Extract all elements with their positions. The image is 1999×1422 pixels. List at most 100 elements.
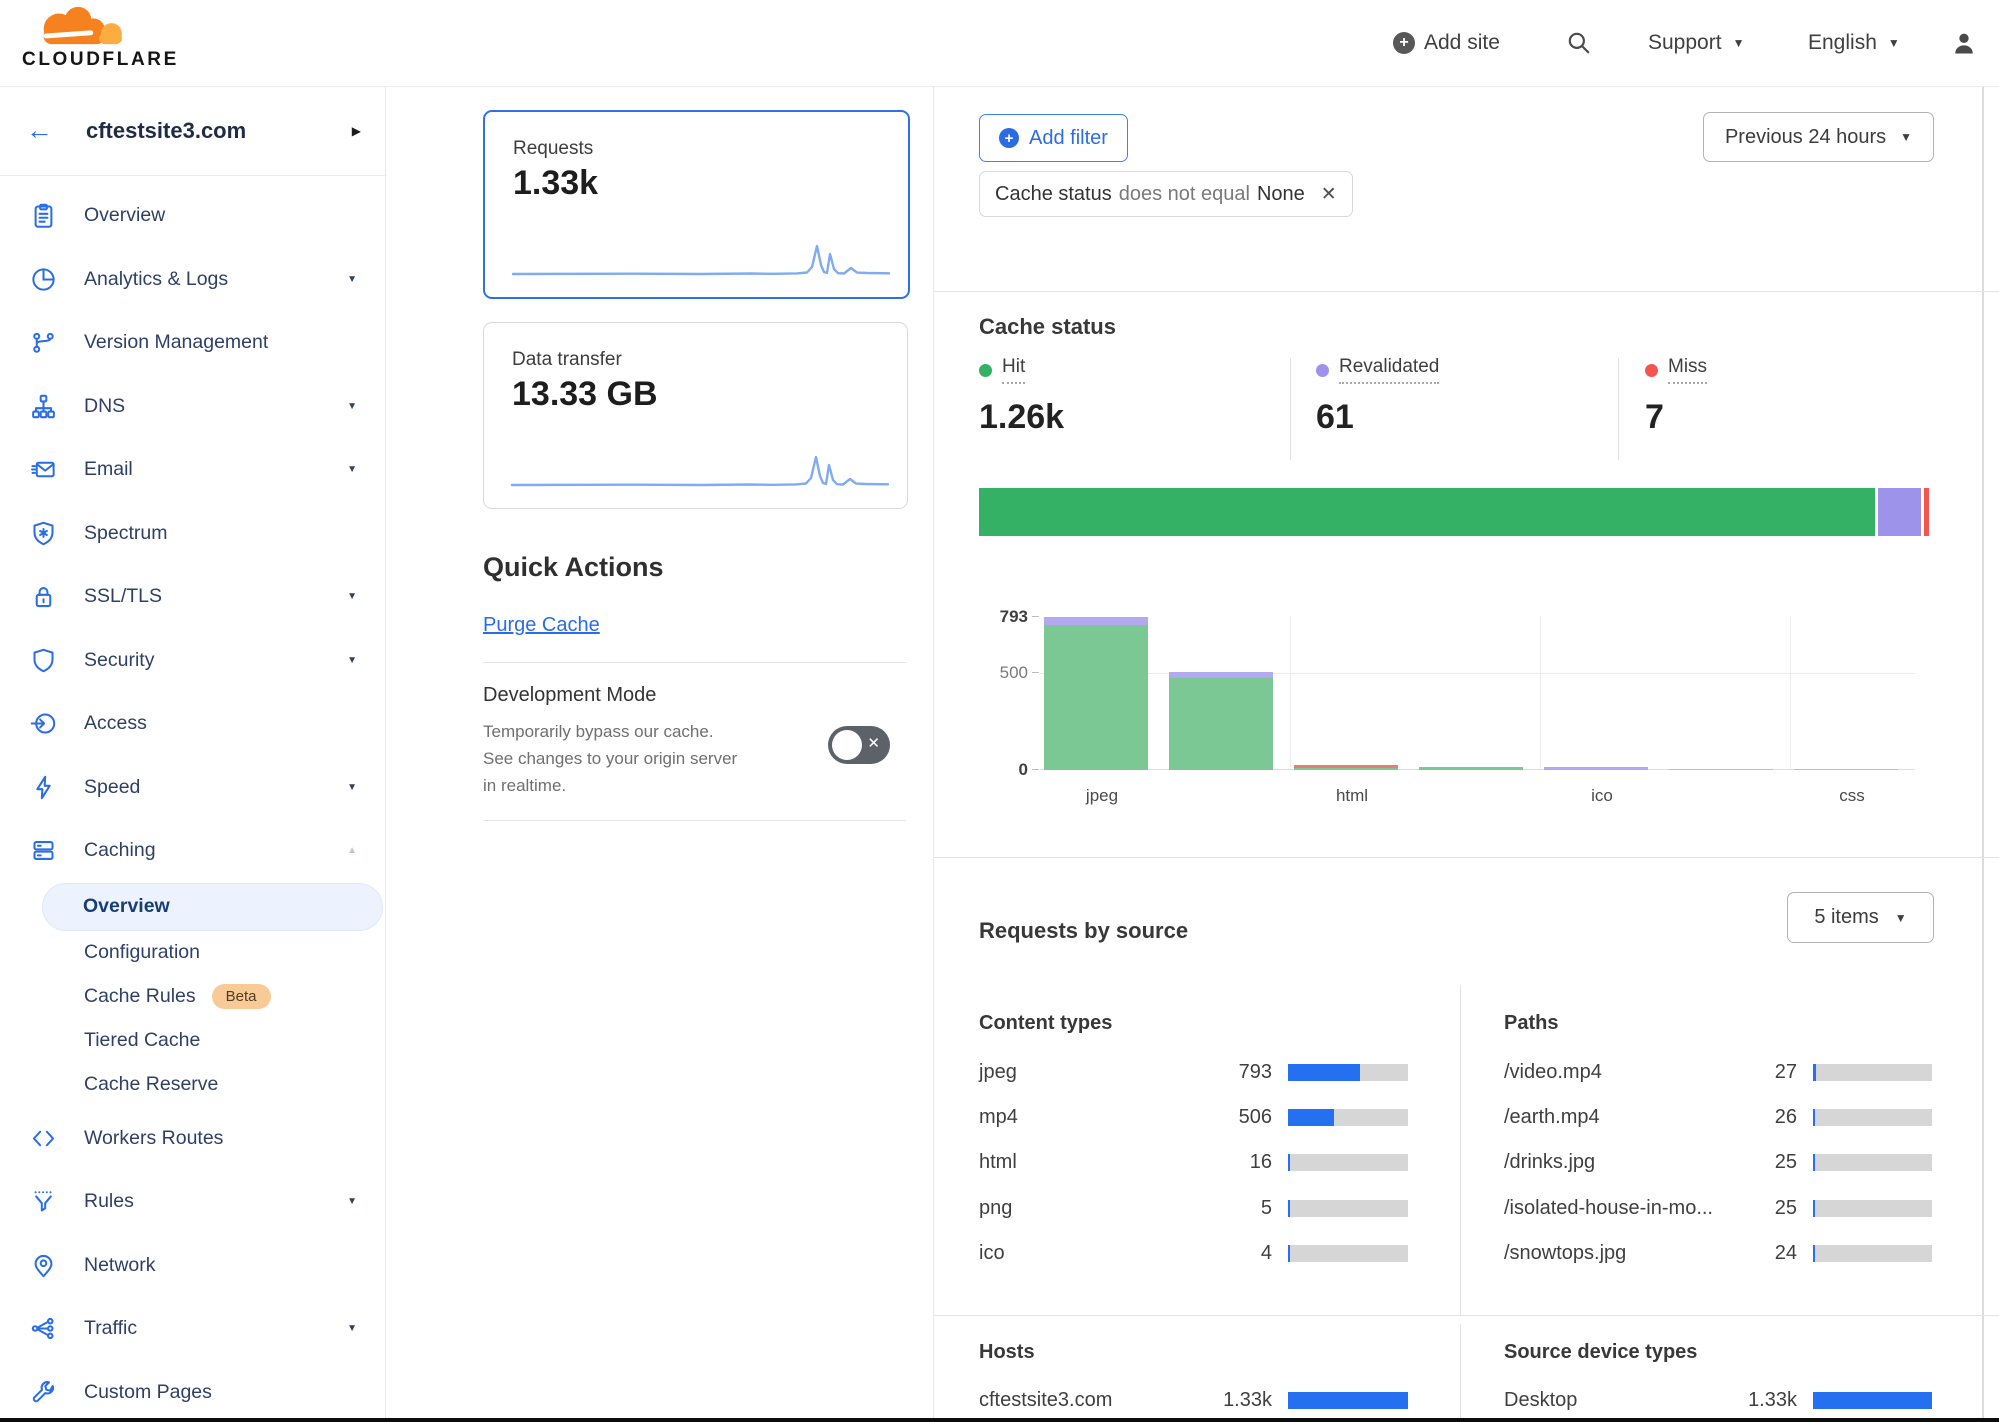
- sidebar-item-traffic[interactable]: Traffic ▼: [0, 1297, 385, 1361]
- progress-fill: [1288, 1200, 1290, 1217]
- add-filter-button[interactable]: + Add filter: [979, 114, 1128, 162]
- stat-revalidated: Revalidated 61: [1316, 356, 1440, 437]
- divider: [1290, 358, 1291, 460]
- gridline: [1290, 616, 1291, 770]
- progress-fill: [1813, 1392, 1932, 1409]
- items-count-dropdown[interactable]: 5 items ▼: [1787, 892, 1934, 943]
- requests-metric-card[interactable]: Requests 1.33k: [483, 110, 910, 299]
- progress-track: [1813, 1154, 1932, 1171]
- sidebar-item-security[interactable]: Security ▼: [0, 629, 385, 693]
- sidebar-item-workers-routes[interactable]: Workers Routes: [0, 1107, 385, 1171]
- bar-jpeg[interactable]: [1044, 617, 1148, 770]
- chevron-down-icon: ▼: [347, 781, 357, 793]
- cloudflare-logo[interactable]: CLOUDFLARE: [20, 4, 210, 71]
- progress-track: [1813, 1245, 1932, 1262]
- bar-other[interactable]: [1669, 769, 1773, 770]
- sidebar-item-access[interactable]: Access: [0, 692, 385, 756]
- bar-ico[interactable]: [1544, 767, 1648, 770]
- miss-legend-dot: [1645, 363, 1658, 377]
- sidebar-item-tiered-cache[interactable]: Tiered Cache: [84, 1029, 201, 1051]
- sidebar-item-cache-rules[interactable]: Cache Rules Beta: [0, 975, 385, 1019]
- progress-track: [1813, 1200, 1932, 1217]
- sidebar-item-analytics-logs[interactable]: Analytics & Logs ▼: [0, 248, 385, 312]
- account-menu[interactable]: [1950, 0, 1978, 86]
- bar-html[interactable]: [1294, 765, 1398, 770]
- sidebar-item-ssl-tls[interactable]: SSL/TLS ▼: [0, 565, 385, 629]
- paths-heading: Paths: [1504, 1012, 1559, 1034]
- sidebar-item-configuration[interactable]: Configuration: [84, 941, 200, 963]
- chevron-down-icon: ▼: [1900, 130, 1913, 144]
- sidebar-item-cache-reserve[interactable]: Cache Reserve: [84, 1073, 219, 1095]
- sidebar-item-caching-overview[interactable]: Overview: [42, 882, 383, 931]
- divider: [934, 1315, 1999, 1316]
- table-row[interactable]: /video.mp4 27: [1504, 1061, 1934, 1085]
- sidebar-item-custom-pages[interactable]: Custom Pages: [0, 1361, 385, 1422]
- screen-edge: [0, 1418, 1999, 1422]
- table-row[interactable]: html 16: [979, 1151, 1409, 1175]
- table-row[interactable]: png 5: [979, 1197, 1409, 1221]
- support-menu[interactable]: Support ▼: [1648, 31, 1745, 54]
- filter-chip-cache-status[interactable]: Cache status does not equal None ✕: [979, 171, 1353, 217]
- bar-png[interactable]: [1419, 767, 1523, 770]
- table-row[interactable]: cftestsite3.com 1.33k: [979, 1389, 1409, 1413]
- table-row[interactable]: ico 4: [979, 1242, 1409, 1266]
- gridline: [1540, 616, 1541, 770]
- search-button[interactable]: [1566, 0, 1592, 86]
- table-row[interactable]: jpeg 793: [979, 1061, 1409, 1085]
- progress-track: [1813, 1392, 1932, 1409]
- hit-label[interactable]: Hit: [1002, 356, 1026, 384]
- development-mode-toggle[interactable]: ✕: [828, 726, 890, 764]
- requests-card-label: Requests: [513, 138, 594, 159]
- table-row[interactable]: /snowtops.jpg 24: [1504, 1242, 1934, 1266]
- divider: [483, 662, 906, 663]
- miss-label[interactable]: Miss: [1668, 356, 1708, 384]
- miss-value: 7: [1645, 398, 1664, 436]
- progress-track: [1288, 1064, 1408, 1081]
- clipboard-icon: [30, 202, 57, 229]
- table-row[interactable]: /earth.mp4 26: [1504, 1106, 1934, 1130]
- sidebar-item-rules[interactable]: Rules ▼: [0, 1170, 385, 1234]
- table-row[interactable]: /drinks.jpg 25: [1504, 1151, 1934, 1175]
- progress-fill: [1288, 1392, 1408, 1409]
- progress-track: [1288, 1154, 1408, 1171]
- envelope-icon: [30, 456, 57, 483]
- bar-segment-revalidated: [1544, 767, 1648, 770]
- sidebar-item-network[interactable]: Network: [0, 1234, 385, 1298]
- table-row[interactable]: /isolated-house-in-mo... 25: [1504, 1197, 1934, 1221]
- sidebar-item-caching[interactable]: Caching ▲: [0, 819, 385, 883]
- table-row[interactable]: mp4 506: [979, 1106, 1409, 1130]
- table-row[interactable]: Desktop 1.33k: [1504, 1389, 1934, 1413]
- code-icon: [30, 1125, 57, 1152]
- y-axis-tick-500: 500: [999, 663, 1028, 682]
- revalidated-label[interactable]: Revalidated: [1339, 356, 1440, 384]
- site-name[interactable]: cftestsite3.com: [86, 117, 247, 143]
- sidebar-item-dns[interactable]: DNS ▼: [0, 375, 385, 439]
- add-site-button[interactable]: + Add site: [1393, 0, 1500, 86]
- wrench-icon: [30, 1379, 57, 1406]
- summary-column: Requests 1.33k Data transfer 13.33 GB Qu…: [386, 86, 934, 1422]
- purge-cache-link[interactable]: Purge Cache: [483, 614, 600, 636]
- revalidated-bar-segment: [1877, 488, 1924, 536]
- server-stack-icon: [30, 837, 57, 864]
- language-menu[interactable]: English ▼: [1808, 31, 1900, 54]
- axis-tick-mark: [1032, 672, 1039, 673]
- cache-status-stacked-bar: [979, 488, 1930, 536]
- chevron-right-icon[interactable]: ▶: [351, 123, 361, 138]
- sidebar-item-version-management[interactable]: Version Management: [0, 311, 385, 375]
- data-transfer-metric-card[interactable]: Data transfer 13.33 GB: [483, 322, 908, 509]
- sidebar-item-spectrum[interactable]: Spectrum: [0, 502, 385, 566]
- divider: [483, 820, 906, 821]
- sidebar-nav: Overview Analytics & Logs ▼ Version Mana…: [0, 176, 385, 1422]
- back-arrow-icon[interactable]: ←: [26, 115, 53, 145]
- time-range-dropdown[interactable]: Previous 24 hours ▼: [1703, 112, 1934, 162]
- close-icon[interactable]: ✕: [1320, 183, 1337, 205]
- sidebar-item-speed[interactable]: Speed ▼: [0, 756, 385, 820]
- scrollbar-track[interactable]: [1982, 86, 1984, 1422]
- bar-mp4[interactable]: [1169, 672, 1273, 770]
- sidebar-item-email[interactable]: Email ▼: [0, 438, 385, 502]
- sidebar-item-overview[interactable]: Overview: [0, 184, 385, 248]
- axis-tick-mark: [1032, 616, 1039, 617]
- analytics-panel: + Add filter Cache status does not equal…: [934, 86, 1999, 1422]
- bar-css[interactable]: [1794, 769, 1898, 770]
